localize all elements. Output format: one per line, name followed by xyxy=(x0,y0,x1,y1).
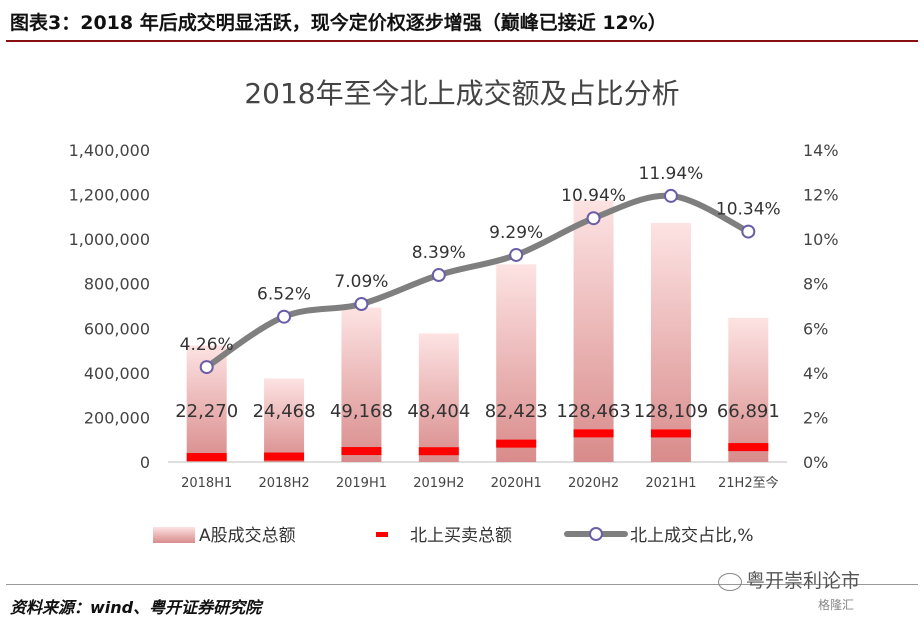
marker xyxy=(573,429,614,438)
left-tick-label: 600,000 xyxy=(84,319,150,338)
legend-line-label: 北上成交占比,% xyxy=(630,526,754,546)
bar-series xyxy=(186,200,769,462)
source-note: 资料来源：wind、粤开证券研究院 xyxy=(10,598,262,617)
marker xyxy=(264,452,305,461)
volume-label: 82,423 xyxy=(485,401,548,422)
x-tick-label: 2021H1 xyxy=(645,476,696,491)
left-tick-label: 800,000 xyxy=(84,275,150,294)
marker xyxy=(186,453,227,462)
ratio-label: 11.94% xyxy=(639,164,704,184)
marker xyxy=(341,447,382,456)
ratio-label: 10.34% xyxy=(716,200,781,220)
marker-series xyxy=(186,429,769,462)
watermark: 粤开崇利论市 xyxy=(718,566,860,593)
right-tick-label: 6% xyxy=(803,319,828,338)
brand-mark: 格隆汇 xyxy=(818,598,855,612)
wechat-icon xyxy=(718,572,742,591)
x-axis: 2018H1 2018H2 2019H1 2019H2 2020H1 2020H2 2021… xyxy=(181,475,778,491)
x-tick-label: 21H2至今 xyxy=(718,475,779,491)
header-divider xyxy=(6,40,918,42)
right-axis: 0% 2% 4% 6% 8% 10% 12% 14% xyxy=(803,141,839,472)
volume-label: 128,109 xyxy=(634,401,708,422)
ratio-label: 4.26% xyxy=(180,335,234,355)
right-tick-label: 14% xyxy=(803,141,839,160)
right-tick-label: 8% xyxy=(803,275,828,294)
x-tick-label: 2018H2 xyxy=(258,476,309,491)
x-tick-label: 2019H2 xyxy=(413,476,464,491)
legend-bar-swatch xyxy=(153,527,195,543)
legend-marker-label: 北上买卖总额 xyxy=(410,526,512,546)
right-tick-label: 4% xyxy=(803,364,828,383)
left-tick-label: 200,000 xyxy=(84,408,150,427)
line-point xyxy=(586,211,601,226)
legend-bar-label: A股成交总额 xyxy=(199,526,296,546)
x-tick-label: 2019H1 xyxy=(336,476,387,491)
right-tick-label: 12% xyxy=(803,186,839,205)
line-point xyxy=(354,296,369,311)
left-tick-label: 400,000 xyxy=(84,364,150,383)
right-tick-label: 2% xyxy=(803,408,828,427)
marker xyxy=(418,447,459,456)
volume-label: 24,468 xyxy=(253,401,316,422)
bar xyxy=(728,317,769,462)
line-point xyxy=(199,360,214,375)
line-point xyxy=(663,188,678,203)
volume-label: 128,463 xyxy=(556,401,630,422)
volume-label: 66,891 xyxy=(717,401,780,422)
bar xyxy=(264,378,305,462)
volume-label: 48,404 xyxy=(407,401,470,422)
x-tick-label: 2018H1 xyxy=(181,476,232,491)
ratio-label: 9.29% xyxy=(489,223,543,243)
legend-marker-swatch xyxy=(376,532,388,537)
marker xyxy=(496,439,537,448)
ratio-label: 8.39% xyxy=(412,243,466,263)
page-footer: 资料来源：wind、粤开证券研究院 粤开崇利论市 格隆汇 xyxy=(0,570,924,622)
x-tick-label: 2020H1 xyxy=(491,476,542,491)
chart-title: 2018年至今北上成交额及占比分析 xyxy=(244,77,679,110)
line-point xyxy=(277,309,292,324)
figure-caption: 图表3：2018 年后成交明显活跃，现今定价权逐步增强（巅峰已接近 12%） xyxy=(10,12,667,34)
line-point xyxy=(431,268,446,283)
right-tick-label: 10% xyxy=(803,230,839,249)
data-labels: 4.26% 6.52% 7.09% 8.39% 9.29% 10.94% 11.94% 10.… xyxy=(175,164,781,422)
marker xyxy=(650,429,691,438)
line-point xyxy=(741,224,756,239)
chart: 2018年至今北上成交额及占比分析 0 200,000 400,000 600,000… xyxy=(69,77,839,546)
line-point xyxy=(509,247,524,262)
page-header: 图表3：2018 年后成交明显活跃，现今定价权逐步增强（巅峰已接近 12%） xyxy=(0,0,924,42)
legend: A股成交总额 北上买卖总额 北上成交占比,% xyxy=(153,526,754,546)
right-tick-label: 0% xyxy=(803,453,828,472)
volume-label: 49,168 xyxy=(330,401,393,422)
left-tick-label: 1,400,000 xyxy=(69,141,150,160)
volume-label: 22,270 xyxy=(175,401,238,422)
bar xyxy=(573,200,614,462)
marker xyxy=(728,443,769,452)
legend-line-point xyxy=(589,527,603,541)
ratio-label: 7.09% xyxy=(334,272,388,292)
x-tick-label: 2020H2 xyxy=(568,476,619,491)
bar xyxy=(418,333,459,462)
ratio-label: 10.94% xyxy=(561,186,626,206)
line-series xyxy=(199,188,756,375)
left-tick-label: 1,200,000 xyxy=(69,186,150,205)
footer-divider xyxy=(6,584,918,585)
left-tick-label: 1,000,000 xyxy=(69,230,150,249)
watermark-text: 粤开崇利论市 xyxy=(746,570,861,592)
bar xyxy=(650,222,691,462)
bar xyxy=(496,264,537,462)
ratio-label: 6.52% xyxy=(257,285,311,305)
bar xyxy=(341,307,382,462)
left-tick-label: 0 xyxy=(140,453,150,472)
